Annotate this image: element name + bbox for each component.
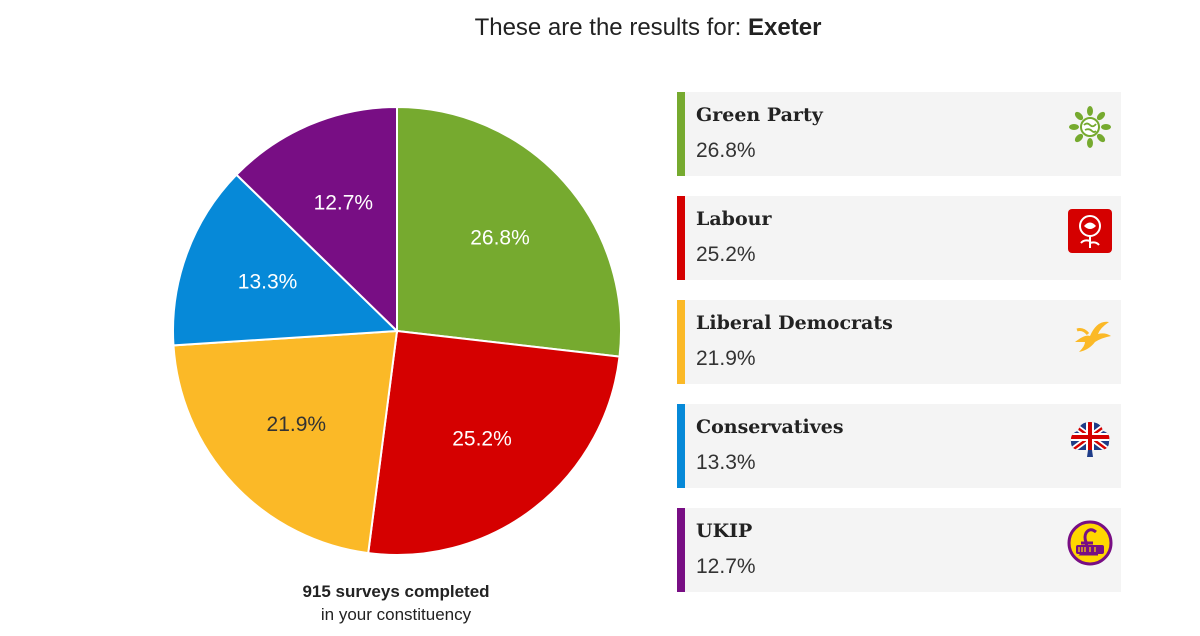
legend-item-labour: Labour 25.2%: [677, 196, 1121, 280]
legend-item-conservatives: Conservatives 13.3%: [677, 404, 1121, 488]
survey-subtext: in your constituency: [320, 605, 472, 624]
pie-slice-ukip: [235, 105, 398, 334]
pie-label-liberal-democrats: 21.9%: [267, 413, 327, 436]
constituency-name: Exeter: [748, 14, 822, 41]
party-name: Labour: [696, 208, 772, 230]
pie-chart: 26.8% 25.2% 21.9% 13.3% 12.7%: [172, 105, 622, 556]
pie-slice-labour: [367, 329, 621, 556]
labour-rose-icon: [1067, 208, 1113, 254]
results-legend: Green Party 26.8% Labour 25.2%: [677, 92, 1121, 612]
pie-slice-green-party: [396, 105, 622, 358]
party-percent: 13.3%: [696, 451, 756, 474]
legend-item-ukip: UKIP 12.7%: [677, 508, 1121, 592]
conservative-tree-icon: [1067, 416, 1113, 462]
pie-slice-liberal-democrats: [172, 329, 399, 555]
pie-label-conservatives: 13.3%: [238, 271, 298, 294]
party-percent: 25.2%: [696, 243, 756, 266]
party-name: Conservatives: [696, 416, 844, 438]
legend-item-liberal-democrats: Liberal Democrats 21.9%: [677, 300, 1121, 384]
title-prefix: These are the results for:: [474, 14, 742, 41]
party-name: UKIP: [696, 520, 753, 542]
survey-count: 915 surveys completed: [302, 582, 490, 601]
green-party-logo-icon: [1067, 104, 1113, 150]
ukip-pound-icon: [1067, 520, 1113, 566]
party-percent: 21.9%: [696, 347, 756, 370]
legend-item-green-party: Green Party 26.8%: [677, 92, 1121, 176]
pie-label-ukip: 12.7%: [314, 191, 374, 214]
pie-label-green-party: 26.8%: [470, 227, 530, 250]
party-name: Green Party: [696, 104, 823, 126]
survey-caption: 915 surveys completed in your constituen…: [246, 580, 546, 626]
pie-label-labour: 25.2%: [452, 427, 512, 450]
pie-slice-conservatives: [172, 173, 400, 347]
party-name: Liberal Democrats: [696, 312, 893, 334]
party-percent: 12.7%: [696, 555, 756, 578]
party-percent: 26.8%: [696, 139, 756, 162]
lib-dem-bird-icon: [1067, 312, 1113, 358]
page-title: These are the results for: Exeter: [0, 14, 1200, 42]
